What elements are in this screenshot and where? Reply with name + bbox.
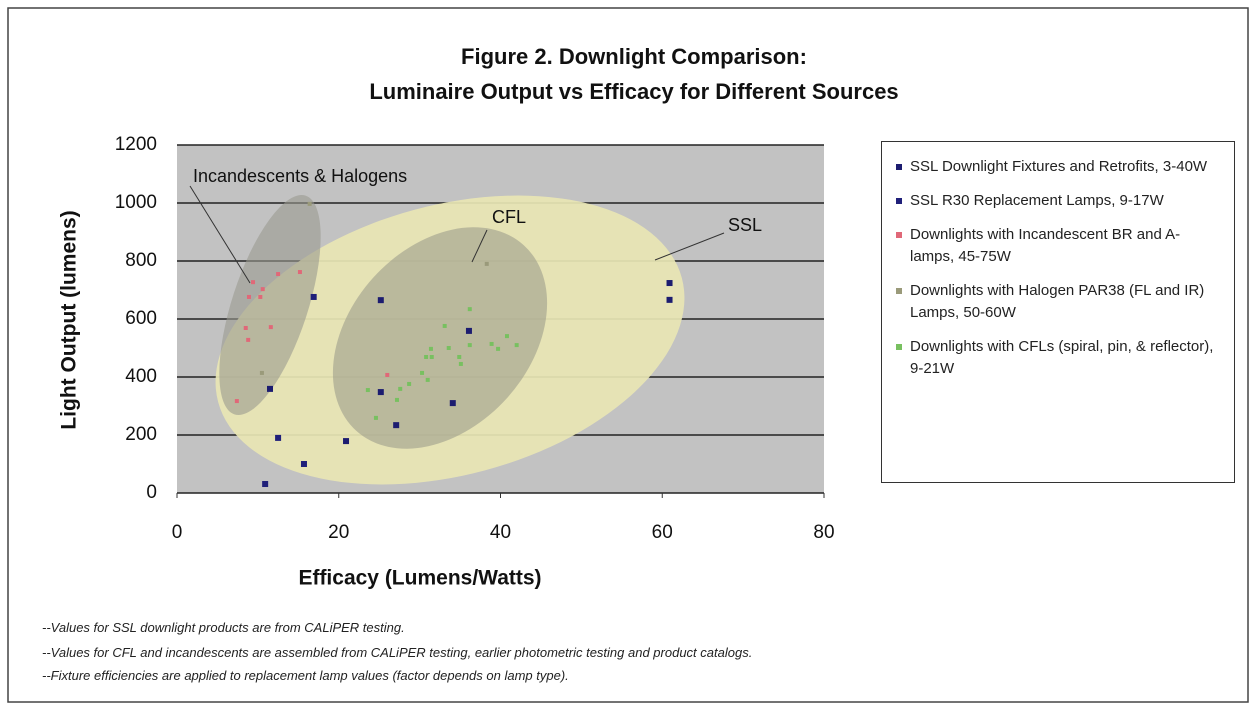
- point: [428, 346, 433, 351]
- legend-label: Downlights with Incandescent BR and A-la…: [910, 226, 1181, 265]
- legend-label: SSL R30 Replacement Lamps, 9-17W: [910, 192, 1164, 209]
- point: [457, 354, 462, 359]
- point: [268, 325, 273, 330]
- point: [489, 341, 494, 346]
- legend-swatch: [896, 288, 902, 294]
- x-axis-label: Efficacy (Lumens/Watts): [298, 567, 541, 590]
- point: [234, 399, 239, 404]
- y-tick-label: 200: [125, 424, 157, 445]
- y-tick-label: 800: [125, 250, 157, 271]
- y-tick-label: 600: [125, 308, 157, 329]
- point: [458, 361, 463, 366]
- point: [496, 346, 501, 351]
- legend-item: SSL Downlight Fixtures and Retrofits, 3-…: [896, 156, 1224, 178]
- point: [260, 287, 265, 292]
- y-tick-label: 0: [146, 482, 157, 503]
- legend-label: Downlights with Halogen PAR38 (FL and IR…: [910, 282, 1205, 321]
- note: --Values for SSL downlight products are …: [42, 620, 405, 635]
- point: [373, 415, 378, 420]
- x-tick-label: 0: [172, 522, 183, 543]
- point: [467, 343, 472, 348]
- legend-item: SSL R30 Replacement Lamps, 9-17W: [896, 190, 1224, 212]
- point: [385, 372, 390, 377]
- point: [377, 389, 384, 396]
- leader-line: [189, 185, 251, 284]
- point: [484, 261, 489, 266]
- y-tick-label: 1200: [115, 134, 157, 155]
- point: [420, 370, 425, 375]
- x-tick-label: 80: [813, 522, 834, 543]
- point: [449, 400, 456, 407]
- point: [666, 280, 673, 287]
- cfl-region: [332, 227, 548, 449]
- point: [246, 294, 251, 299]
- point: [276, 272, 281, 277]
- point: [275, 434, 282, 441]
- x-tick-label: 40: [490, 522, 511, 543]
- point: [467, 307, 472, 312]
- incandescent-region: [219, 194, 321, 416]
- point: [407, 381, 412, 386]
- legend-swatch: [896, 164, 902, 170]
- point: [307, 201, 312, 206]
- y-tick-label: 400: [125, 366, 157, 387]
- y-axis-label: Light Output (lumens): [58, 210, 81, 429]
- legend-label: Downlights with CFLs (spiral, pin, & ref…: [910, 338, 1214, 377]
- note: --Values for CFL and incandescents are a…: [42, 645, 753, 660]
- point: [258, 294, 263, 299]
- point: [514, 343, 519, 348]
- point: [259, 370, 264, 375]
- point: [297, 270, 302, 275]
- point: [394, 397, 399, 402]
- leader-line: [471, 229, 488, 263]
- point: [446, 346, 451, 350]
- point: [246, 337, 251, 342]
- annotation: Incandescents & Halogens: [193, 166, 407, 186]
- point: [267, 385, 274, 392]
- point: [365, 388, 370, 393]
- point: [310, 293, 317, 300]
- point: [429, 354, 434, 359]
- legend-label: SSL Downlight Fixtures and Retrofits, 3-…: [910, 158, 1208, 175]
- point: [377, 297, 384, 304]
- legend-swatch: [896, 198, 902, 204]
- point: [504, 334, 509, 339]
- legend-item: Downlights with CFLs (spiral, pin, & ref…: [896, 336, 1224, 380]
- point: [300, 461, 307, 467]
- point: [343, 438, 350, 445]
- point: [442, 323, 447, 328]
- chart-subtitle: Luminaire Output vs Efficacy for Differe…: [369, 79, 898, 104]
- point: [393, 422, 400, 429]
- x-tick-label: 20: [328, 522, 349, 543]
- point: [251, 280, 256, 285]
- point: [243, 325, 248, 330]
- legend-item: Downlights with Halogen PAR38 (FL and IR…: [896, 280, 1224, 324]
- point: [398, 386, 403, 391]
- legend-swatch: [896, 344, 902, 350]
- y-tick-label: 1000: [115, 192, 157, 213]
- point: [465, 327, 472, 334]
- legend-item: Downlights with Incandescent BR and A-la…: [896, 224, 1224, 268]
- annotation: CFL: [492, 207, 526, 227]
- note: --Fixture efficiencies are applied to re…: [42, 668, 569, 683]
- chart-title: Figure 2. Downlight Comparison:: [461, 44, 807, 69]
- point: [424, 354, 429, 359]
- point: [262, 481, 269, 488]
- x-tick-label: 60: [652, 522, 673, 543]
- leader-line: [654, 232, 725, 261]
- legend: SSL Downlight Fixtures and Retrofits, 3-…: [881, 141, 1235, 483]
- legend-swatch: [896, 232, 902, 238]
- frame: [7, 7, 1249, 703]
- annotation: SSL: [728, 215, 762, 235]
- point: [425, 377, 430, 382]
- point: [666, 296, 673, 303]
